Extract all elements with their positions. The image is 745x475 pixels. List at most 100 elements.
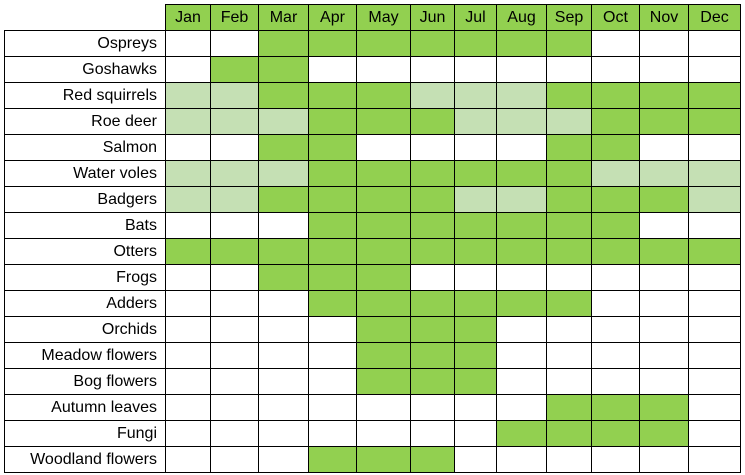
cell-salmon-nov — [639, 134, 689, 161]
cell-woodland-flowers-nov — [639, 446, 689, 473]
cell-frogs-mar — [258, 264, 309, 291]
cell-red-squirrels-jun — [410, 82, 455, 109]
cell-meadow-flowers-jul — [454, 342, 497, 369]
cell-woodland-flowers-apr — [308, 446, 357, 473]
cell-ospreys-nov — [639, 30, 689, 57]
cell-bog-flowers-jun — [410, 368, 455, 395]
cell-orchids-sep — [546, 316, 592, 343]
cell-goshawks-may — [356, 56, 411, 83]
cell-autumn-leaves-sep — [546, 394, 592, 421]
cell-red-squirrels-jul — [454, 82, 497, 109]
cell-badgers-sep — [546, 186, 592, 213]
cell-goshawks-jan — [165, 56, 211, 83]
cell-woodland-flowers-jan — [165, 446, 211, 473]
cell-goshawks-jun — [410, 56, 455, 83]
cell-goshawks-apr — [308, 56, 357, 83]
cell-salmon-sep — [546, 134, 592, 161]
month-header-feb: Feb — [210, 4, 259, 31]
cell-water-voles-aug — [496, 160, 547, 187]
cell-meadow-flowers-oct — [591, 342, 640, 369]
cell-woodland-flowers-jun — [410, 446, 455, 473]
cell-orchids-jun — [410, 316, 455, 343]
cell-bats-may — [356, 212, 411, 239]
cell-autumn-leaves-mar — [258, 394, 309, 421]
cell-otters-mar — [258, 238, 309, 265]
cell-bog-flowers-sep — [546, 368, 592, 395]
cell-fungi-dec — [688, 420, 741, 447]
cell-fungi-mar — [258, 420, 309, 447]
cell-salmon-mar — [258, 134, 309, 161]
cell-adders-oct — [591, 290, 640, 317]
cell-goshawks-nov — [639, 56, 689, 83]
cell-otters-sep — [546, 238, 592, 265]
cell-autumn-leaves-jul — [454, 394, 497, 421]
cell-salmon-feb — [210, 134, 259, 161]
cell-adders-aug — [496, 290, 547, 317]
cell-frogs-aug — [496, 264, 547, 291]
row-label-meadow-flowers: Meadow flowers — [4, 342, 166, 369]
cell-meadow-flowers-mar — [258, 342, 309, 369]
cell-orchids-jul — [454, 316, 497, 343]
cell-water-voles-sep — [546, 160, 592, 187]
row-label-fungi: Fungi — [4, 420, 166, 447]
cell-bats-apr — [308, 212, 357, 239]
cell-salmon-apr — [308, 134, 357, 161]
month-header-mar: Mar — [258, 4, 309, 31]
cell-fungi-sep — [546, 420, 592, 447]
cell-fungi-apr — [308, 420, 357, 447]
cell-bog-flowers-oct — [591, 368, 640, 395]
cell-red-squirrels-aug — [496, 82, 547, 109]
cell-woodland-flowers-feb — [210, 446, 259, 473]
cell-badgers-aug — [496, 186, 547, 213]
cell-salmon-aug — [496, 134, 547, 161]
cell-otters-oct — [591, 238, 640, 265]
cell-ospreys-mar — [258, 30, 309, 57]
cell-badgers-apr — [308, 186, 357, 213]
row-label-red-squirrels: Red squirrels — [4, 82, 166, 109]
row-label-roe-deer: Roe deer — [4, 108, 166, 135]
cell-frogs-dec — [688, 264, 741, 291]
cell-frogs-jan — [165, 264, 211, 291]
cell-autumn-leaves-feb — [210, 394, 259, 421]
cell-badgers-dec — [688, 186, 741, 213]
cell-badgers-mar — [258, 186, 309, 213]
cell-fungi-nov — [639, 420, 689, 447]
month-header-may: May — [356, 4, 411, 31]
month-header-aug: Aug — [496, 4, 547, 31]
cell-frogs-jul — [454, 264, 497, 291]
month-header-oct: Oct — [591, 4, 640, 31]
cell-badgers-jun — [410, 186, 455, 213]
cell-autumn-leaves-jun — [410, 394, 455, 421]
cell-goshawks-mar — [258, 56, 309, 83]
cell-ospreys-sep — [546, 30, 592, 57]
cell-bog-flowers-jul — [454, 368, 497, 395]
cell-ospreys-dec — [688, 30, 741, 57]
row-label-autumn-leaves: Autumn leaves — [4, 394, 166, 421]
cell-meadow-flowers-dec — [688, 342, 741, 369]
cell-woodland-flowers-aug — [496, 446, 547, 473]
cell-meadow-flowers-apr — [308, 342, 357, 369]
cell-ospreys-feb — [210, 30, 259, 57]
cell-adders-may — [356, 290, 411, 317]
cell-bats-feb — [210, 212, 259, 239]
cell-water-voles-oct — [591, 160, 640, 187]
cell-goshawks-sep — [546, 56, 592, 83]
cell-bog-flowers-apr — [308, 368, 357, 395]
cell-woodland-flowers-may — [356, 446, 411, 473]
cell-bats-jan — [165, 212, 211, 239]
row-label-woodland-flowers: Woodland flowers — [4, 446, 166, 473]
cell-frogs-feb — [210, 264, 259, 291]
cell-bats-jul — [454, 212, 497, 239]
cell-salmon-jan — [165, 134, 211, 161]
cell-badgers-nov — [639, 186, 689, 213]
cell-autumn-leaves-apr — [308, 394, 357, 421]
cell-ospreys-oct — [591, 30, 640, 57]
cell-orchids-mar — [258, 316, 309, 343]
cell-roe-deer-jun — [410, 108, 455, 135]
cell-orchids-may — [356, 316, 411, 343]
cell-ospreys-aug — [496, 30, 547, 57]
cell-adders-jul — [454, 290, 497, 317]
cell-roe-deer-dec — [688, 108, 741, 135]
cell-red-squirrels-jan — [165, 82, 211, 109]
